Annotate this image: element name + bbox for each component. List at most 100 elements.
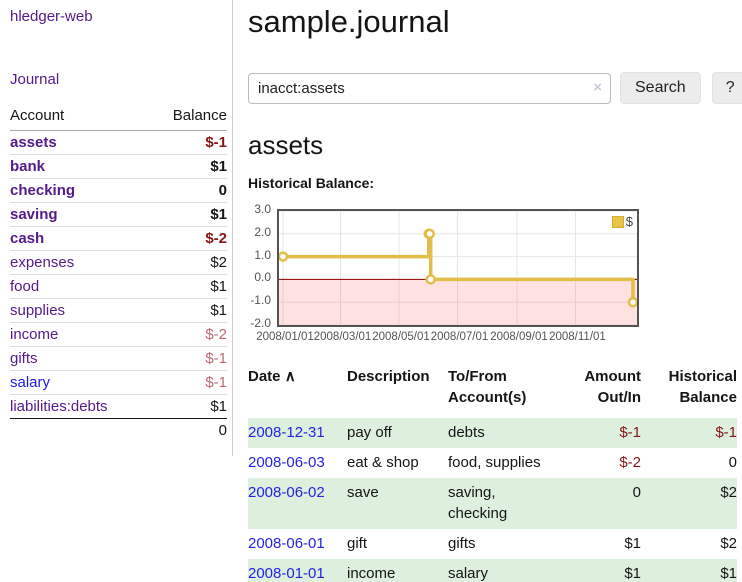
account-row-bank: bank $1 — [10, 154, 227, 179]
x-tick-label: 2008/03/01 — [313, 331, 372, 343]
account-row-saving: saving $1 — [10, 202, 227, 227]
accounts-header-account: Account — [10, 105, 150, 131]
chart-title: Historical Balance: — [248, 175, 375, 191]
account-link-checking[interactable]: checking — [10, 182, 76, 199]
x-tick-label: 2008/11/01 — [549, 331, 606, 343]
transaction-date-link[interactable]: 2008-01-01 — [248, 564, 325, 582]
account-row-checking: checking 0 — [10, 178, 227, 203]
account-row-income: income $-2 — [10, 322, 227, 347]
transaction-date-link[interactable]: 2008-06-03 — [248, 453, 325, 471]
accounts-header-balance: Balance — [149, 105, 227, 131]
transaction-date-link[interactable]: 2008-06-02 — [248, 483, 325, 501]
transaction-balance: $2 — [720, 483, 737, 501]
search-box: × — [248, 72, 611, 104]
legend-swatch-icon — [611, 215, 624, 228]
page-title: sample.journal — [248, 4, 450, 39]
account-link-liabilities-debts[interactable]: liabilities:debts — [10, 398, 108, 415]
clear-search-icon[interactable]: × — [593, 78, 602, 96]
y-tick-label: 1.0 — [254, 247, 271, 262]
account-heading: assets — [248, 130, 324, 160]
transaction-row: 2008-06-03 eat & shop food, supplies $-2… — [248, 448, 737, 478]
x-tick-label: 2008/05/01 — [372, 331, 430, 343]
account-balance: $-1 — [205, 134, 227, 151]
register-header-row: Date ∧ Description To/From Account(s) Am… — [248, 366, 737, 418]
account-link-assets[interactable]: assets — [10, 134, 57, 151]
transaction-accounts: gifts — [448, 535, 476, 552]
accounts-table: Account Balance assets $-1 bank $1 check… — [10, 105, 227, 442]
account-link-saving[interactable]: saving — [10, 206, 58, 223]
col-header-amount: Amount Out/In — [584, 368, 641, 406]
account-link-gifts[interactable]: gifts — [10, 350, 38, 367]
search-bar: × Search ? — [248, 72, 742, 104]
transaction-date-link[interactable]: 2008-06-01 — [248, 535, 325, 552]
search-button[interactable]: Search — [620, 72, 701, 104]
col-header-balance: Historical Balance — [668, 368, 737, 406]
transaction-row: 2008-12-31 pay off debts $-1 $-1 — [248, 418, 737, 448]
legend-label: $ — [625, 214, 633, 229]
transaction-accounts: debts — [448, 424, 485, 441]
chart-legend: $ — [610, 214, 634, 229]
account-link-salary[interactable]: salary — [10, 374, 51, 391]
y-tick-label: -1.0 — [250, 293, 271, 308]
transaction-amount: $1 — [624, 564, 641, 582]
y-tick-label: 2.0 — [254, 224, 271, 239]
y-tick-label: 0.0 — [254, 270, 271, 285]
search-input[interactable] — [248, 72, 611, 104]
x-tick-label: 2008/09/01 — [490, 331, 548, 343]
account-balance: $1 — [149, 202, 227, 227]
help-button[interactable]: ? — [711, 72, 742, 104]
chart-plot-area: $ — [277, 209, 639, 327]
account-link-supplies[interactable]: supplies — [10, 302, 66, 319]
account-balance: $-1 — [149, 346, 227, 371]
transaction-accounts: salary — [448, 564, 489, 582]
transaction-accounts: saving, checking — [448, 483, 508, 523]
account-row-gifts: gifts $-1 — [10, 346, 227, 371]
transaction-row: 2008-01-01 income salary $1 $1 — [248, 558, 737, 582]
account-balance: $1 — [149, 298, 227, 323]
col-header-accounts: To/From Account(s) — [448, 368, 527, 406]
col-header-date[interactable]: Date ∧ — [248, 368, 296, 385]
account-link-cash[interactable]: cash — [10, 230, 45, 247]
transaction-amount: 0 — [632, 483, 641, 501]
main-content: sample.journal × Search ? assets Histori… — [233, 0, 742, 582]
account-link-income[interactable]: income — [10, 326, 59, 343]
account-balance: $1 — [149, 394, 227, 419]
sidebar-item-journal[interactable]: Journal — [10, 71, 60, 88]
transaction-balance: $2 — [720, 535, 737, 552]
account-balance: $-1 — [149, 370, 227, 395]
transaction-row: 2008-06-02 save saving, checking 0 $2 — [248, 477, 737, 529]
account-balance: $1 — [149, 274, 227, 299]
transaction-row: 2008-06-01 gift gifts $1 $2 — [248, 529, 737, 559]
account-row-salary: salary $-1 — [10, 370, 227, 395]
account-balance: $1 — [149, 154, 227, 179]
transaction-description: gift — [347, 535, 368, 552]
sidebar: hledger-web Journal Account Balance asse… — [0, 0, 233, 456]
y-tick-label: 3.0 — [254, 202, 271, 216]
accounts-total-balance: 0 — [149, 418, 227, 442]
x-tick-label: 2008/01/01 — [256, 331, 314, 343]
chart-y-axis: 3.0 2.0 1.0 0.0 -1.0 -2.0 — [248, 202, 274, 330]
account-link-expenses[interactable]: expenses — [10, 254, 75, 271]
account-link-food[interactable]: food — [10, 278, 40, 295]
transaction-accounts: food, supplies — [448, 453, 541, 471]
account-balance: $2 — [149, 250, 227, 275]
account-row-assets: assets $-1 — [10, 131, 227, 155]
account-row-cash: cash $-2 — [10, 226, 227, 251]
sort-ascending-icon: ∧ — [284, 368, 296, 385]
transaction-amount: $-1 — [619, 424, 641, 441]
brand-link[interactable]: hledger-web — [10, 8, 93, 25]
chart-x-axis: 2008/01/01 2008/03/01 2008/05/01 2008/07/01… — [256, 331, 639, 345]
transaction-balance: $1 — [720, 564, 737, 582]
transaction-description: pay off — [347, 424, 392, 441]
account-row-expenses: expenses $2 — [10, 250, 227, 275]
historical-balance-chart: 3.0 2.0 1.0 0.0 -1.0 -2.0 $ 2008/01/01 2008/03… — [248, 202, 742, 347]
transaction-amount: $1 — [624, 535, 641, 552]
transaction-date-link[interactable]: 2008-12-31 — [248, 424, 325, 441]
accounts-header-row: Account Balance — [10, 105, 227, 131]
account-link-bank[interactable]: bank — [10, 158, 46, 175]
transaction-balance: $-1 — [715, 424, 737, 441]
account-balance: $-2 — [149, 226, 227, 251]
accounts-total-row: 0 — [10, 418, 227, 442]
y-tick-label: -2.0 — [250, 316, 271, 330]
